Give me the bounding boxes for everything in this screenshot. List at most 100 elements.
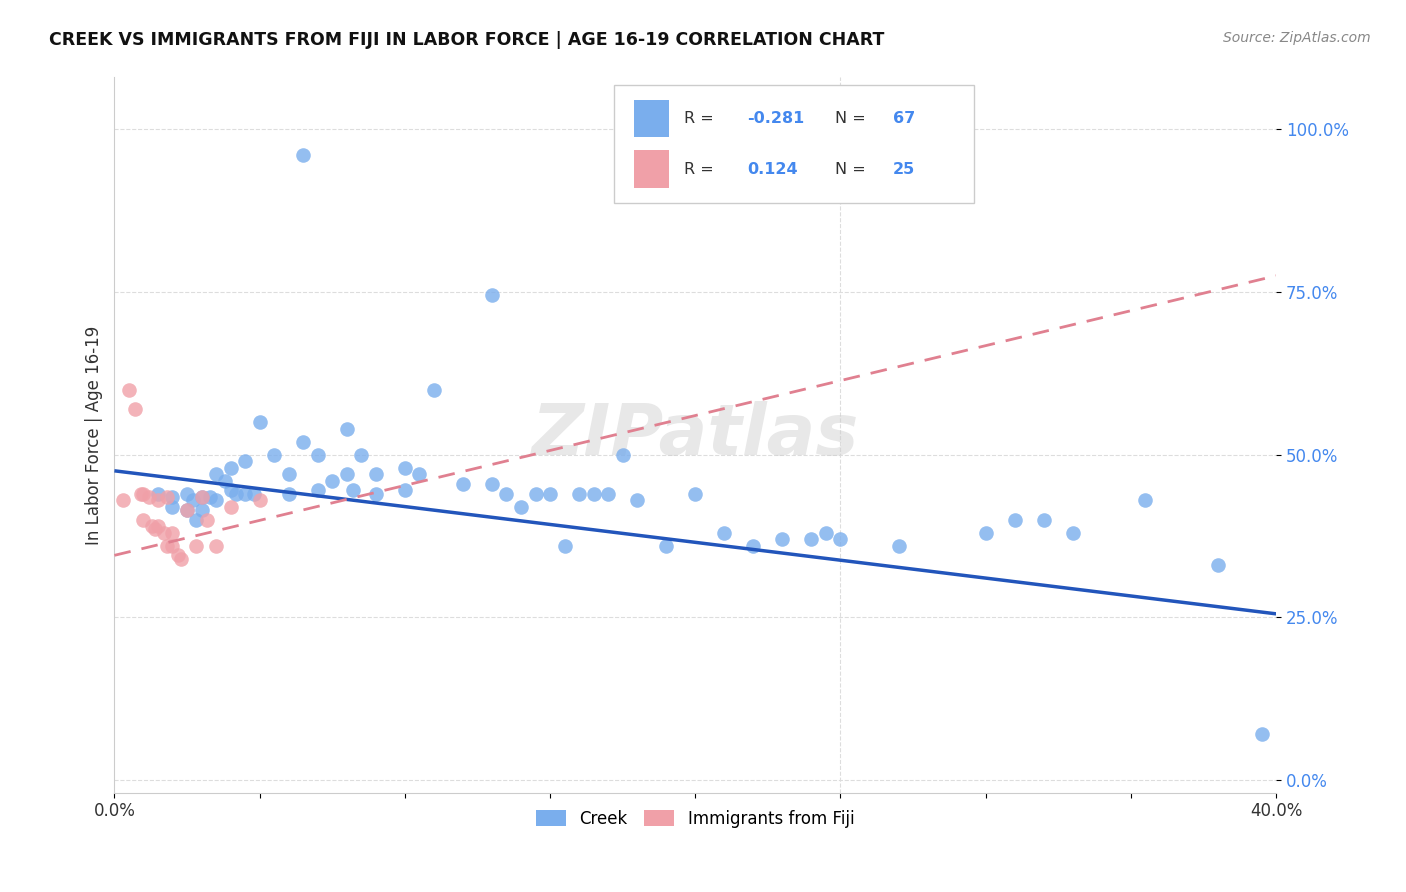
- Bar: [634, 100, 668, 136]
- Point: [277, 486, 299, 500]
- Text: -0.281: -0.281: [748, 111, 804, 126]
- Point: [249, 493, 271, 508]
- Point: [1250, 727, 1272, 741]
- Point: [321, 474, 343, 488]
- Text: CREEK VS IMMIGRANTS FROM FIJI IN LABOR FORCE | AGE 16-19 CORRELATION CHART: CREEK VS IMMIGRANTS FROM FIJI IN LABOR F…: [49, 31, 884, 49]
- Point: [162, 539, 184, 553]
- Point: [219, 500, 242, 514]
- Point: [176, 503, 198, 517]
- Point: [233, 454, 256, 468]
- Point: [423, 383, 446, 397]
- Point: [205, 467, 228, 481]
- Point: [1032, 512, 1054, 526]
- Point: [364, 486, 387, 500]
- Point: [495, 486, 517, 500]
- Text: ZIPatlas: ZIPatlas: [531, 401, 859, 469]
- Point: [190, 490, 212, 504]
- Point: [742, 539, 765, 553]
- Point: [162, 500, 184, 514]
- Text: N =: N =: [835, 161, 870, 177]
- Point: [336, 467, 359, 481]
- Text: 67: 67: [893, 111, 915, 126]
- Point: [124, 402, 146, 417]
- Point: [146, 493, 169, 508]
- Point: [1206, 558, 1229, 573]
- Point: [277, 467, 299, 481]
- Point: [146, 486, 169, 500]
- Point: [263, 448, 285, 462]
- Point: [167, 549, 190, 563]
- Point: [132, 512, 155, 526]
- Point: [830, 532, 852, 546]
- Point: [205, 493, 228, 508]
- Point: [481, 288, 503, 302]
- Bar: [634, 151, 668, 187]
- Point: [205, 539, 228, 553]
- Text: 0.124: 0.124: [748, 161, 799, 177]
- Text: R =: R =: [683, 161, 718, 177]
- Point: [582, 486, 605, 500]
- Point: [568, 486, 591, 500]
- Point: [394, 460, 416, 475]
- FancyBboxPatch shape: [614, 85, 974, 202]
- Point: [200, 490, 222, 504]
- Y-axis label: In Labor Force | Age 16-19: In Labor Force | Age 16-19: [86, 326, 103, 545]
- Point: [510, 500, 533, 514]
- Point: [156, 539, 179, 553]
- Point: [170, 551, 193, 566]
- Point: [152, 525, 174, 540]
- Point: [195, 512, 218, 526]
- Point: [138, 490, 160, 504]
- Point: [243, 486, 266, 500]
- Point: [249, 415, 271, 429]
- Point: [307, 483, 329, 498]
- Point: [713, 525, 735, 540]
- Point: [394, 483, 416, 498]
- Point: [770, 532, 793, 546]
- Point: [146, 519, 169, 533]
- Point: [538, 486, 561, 500]
- Point: [181, 493, 204, 508]
- Point: [141, 519, 163, 533]
- Text: 25: 25: [893, 161, 915, 177]
- Point: [626, 493, 648, 508]
- Point: [342, 483, 364, 498]
- Point: [118, 383, 141, 397]
- Point: [184, 539, 207, 553]
- Point: [292, 434, 315, 449]
- Point: [451, 476, 474, 491]
- Point: [292, 148, 315, 162]
- Point: [112, 493, 135, 508]
- Legend: Creek, Immigrants from Fiji: Creek, Immigrants from Fiji: [530, 803, 860, 834]
- Point: [524, 486, 547, 500]
- Point: [481, 476, 503, 491]
- Point: [129, 486, 152, 500]
- Point: [214, 474, 236, 488]
- Point: [612, 448, 634, 462]
- Point: [190, 490, 212, 504]
- Point: [1135, 493, 1157, 508]
- Point: [156, 490, 179, 504]
- Point: [814, 525, 837, 540]
- Point: [350, 448, 373, 462]
- Point: [554, 539, 576, 553]
- Point: [364, 467, 387, 481]
- Point: [233, 486, 256, 500]
- Text: R =: R =: [683, 111, 718, 126]
- Point: [800, 532, 823, 546]
- Point: [184, 512, 207, 526]
- Text: N =: N =: [835, 111, 870, 126]
- Point: [408, 467, 430, 481]
- Point: [1062, 525, 1084, 540]
- Point: [132, 486, 155, 500]
- Point: [162, 490, 184, 504]
- Text: Source: ZipAtlas.com: Source: ZipAtlas.com: [1223, 31, 1371, 45]
- Point: [162, 525, 184, 540]
- Point: [1004, 512, 1026, 526]
- Point: [974, 525, 997, 540]
- Point: [887, 539, 910, 553]
- Point: [225, 486, 247, 500]
- Point: [176, 486, 198, 500]
- Point: [219, 483, 242, 498]
- Point: [143, 522, 166, 536]
